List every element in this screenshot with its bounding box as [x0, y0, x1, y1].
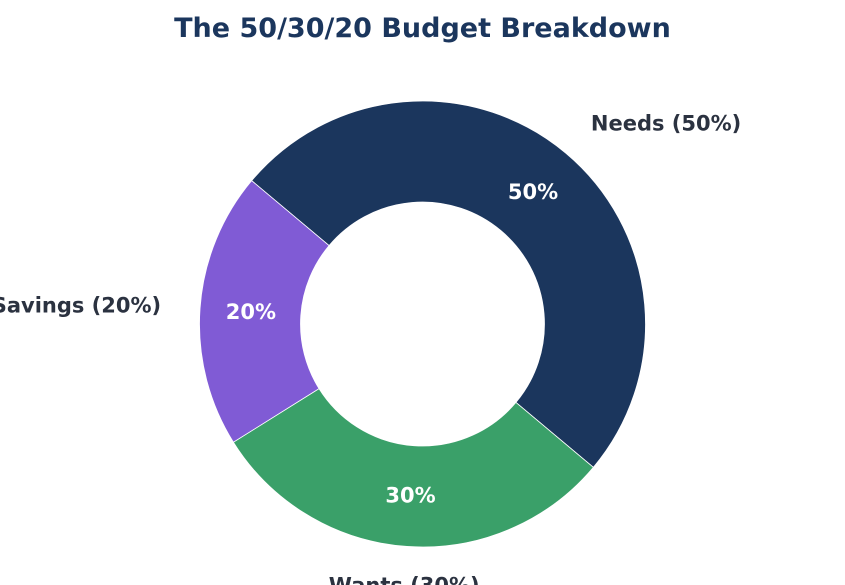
slice-label-wants: Wants (30%) [329, 573, 480, 585]
slices-layer [199, 100, 646, 548]
slice-pct-label-needs: 50% [508, 180, 558, 204]
slice-needs [251, 100, 646, 468]
labels-layer: 50% Needs (50%) 30% Wants (30%) 20% Savings (… [0, 111, 741, 585]
slice-savings [199, 180, 330, 443]
slice-wants [232, 388, 594, 548]
slice-pct-label-savings: 20% [226, 300, 276, 324]
slice-label-needs: Needs (50%) [591, 111, 741, 135]
slice-pct-label-wants: 30% [385, 484, 435, 508]
slice-label-savings: Savings (20%) [0, 294, 161, 318]
chart-title: The 50/30/20 Budget Breakdown [174, 13, 671, 44]
